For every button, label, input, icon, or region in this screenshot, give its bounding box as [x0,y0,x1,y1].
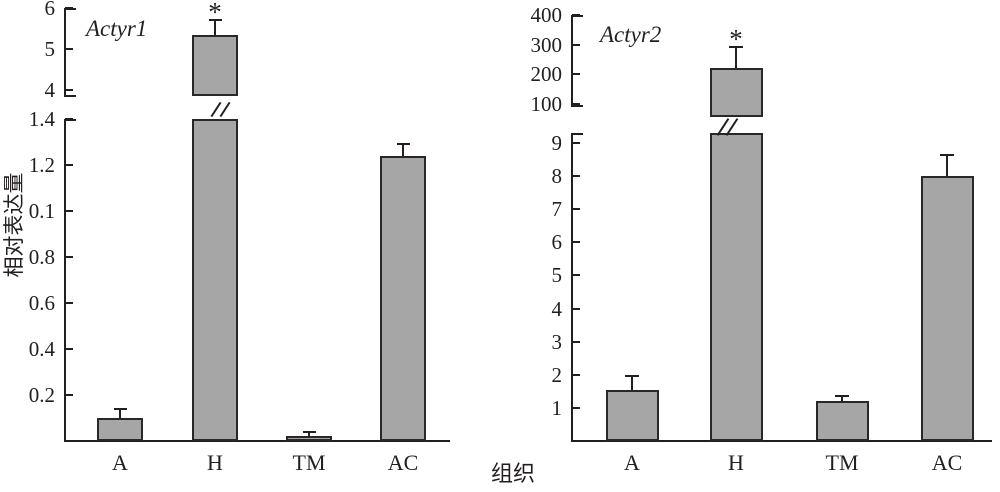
category-label: TM [825,450,859,475]
y-axis-tick-label: 0.2 [28,383,55,407]
category-label: TM [292,450,326,475]
x-axis-label: 组织 [490,461,535,486]
y-axis-tick-label: 200 [530,62,563,86]
bar-tm [286,436,332,441]
y-axis-upper-cap-top [65,8,76,10]
y-axis-lower-cap-top [65,119,76,121]
y-axis-tick [572,44,580,46]
y-axis-upper-cap-top [572,15,583,17]
y-axis-tick-label: 0.1 [28,199,55,223]
y-axis-tick [572,341,580,343]
y-axis-tick [572,73,580,75]
error-bar-cap [303,431,316,433]
y-axis-tick [572,208,580,210]
y-axis-tick-label: 9 [551,131,563,155]
y-axis-tick [65,256,73,258]
y-axis-tick [65,394,73,396]
y-axis-tick [572,374,580,376]
y-axis-upper-cap-bottom [572,105,583,107]
y-axis-tick [572,308,580,310]
y-axis-tick [572,175,580,177]
y-axis-tick-label: 4 [551,297,563,321]
bar-h-lower-segment [192,119,238,441]
y-axis-upper-segment [64,8,66,97]
x-axis-line [571,440,992,442]
error-bar-cap [397,143,410,145]
y-axis-tick-label: 4 [44,78,56,102]
x-axis-line [64,440,450,442]
error-bar-stem [841,396,843,403]
y-axis-tick-label: 0.4 [28,337,55,361]
bar-ac [921,176,974,441]
bar-h-lower-segment [710,133,763,441]
y-axis-tick-label: 5 [551,263,563,287]
y-axis-tick [572,14,580,16]
chart-title-actyr1: Actyr1 [86,16,148,41]
y-axis-tick-label: 1 [551,396,563,420]
y-axis-tick [65,302,73,304]
category-label: H [207,450,223,475]
category-label: A [112,450,128,475]
y-axis-lower-cap-top [572,133,583,135]
error-bar-cap [940,154,954,156]
bar-tm [816,401,869,441]
error-bar-stem [735,47,737,70]
error-bar-stem [308,432,310,439]
y-axis-tick-label: 7 [551,197,563,221]
axis-break-mark [219,101,231,118]
y-axis-tick-label: 0.8 [28,245,55,269]
bar-h-upper-segment [192,35,238,96]
error-bar-cap [835,395,849,397]
error-bar-stem [402,144,404,158]
category-label: AC [931,450,963,475]
y-axis-tick [65,48,73,50]
y-axis-tick [572,142,580,144]
error-bar-cap [729,46,743,48]
y-axis-tick [572,241,580,243]
y-axis-tick-label: 2 [551,363,563,387]
bar-a [97,418,143,441]
y-axis-tick [65,348,73,350]
y-axis-upper-segment [571,15,573,107]
y-axis-tick [65,118,73,120]
bar-ac [380,156,426,441]
y-axis-lower-segment [64,119,66,441]
category-label: AC [387,450,419,475]
error-bar-stem [214,20,216,36]
category-label: A [624,450,640,475]
y-axis-tick-label: 6 [44,0,56,20]
y-axis-tick-label: 6 [551,230,563,254]
y-axis-tick-label: 5 [44,37,56,61]
y-axis-tick-label: 3 [551,330,563,354]
y-axis-tick [65,164,73,166]
y-axis-tick-label: 0.6 [28,291,55,315]
y-axis-upper-cap-bottom [65,95,76,97]
significance-asterisk: * [208,0,222,27]
y-axis-tick-label: 100 [530,92,563,116]
y-axis-tick [572,407,580,409]
y-axis-tick-label: 1.4 [28,107,55,131]
y-axis-tick [572,274,580,276]
y-axis-tick-label: 400 [530,3,563,27]
bar-h-upper-segment [710,68,763,117]
bar-a [606,390,659,441]
y-axis-tick-label: 300 [530,33,563,57]
y-axis-tick-label: 1.2 [28,153,55,177]
y-axis-tick [65,7,73,9]
error-bar-stem [631,376,633,391]
y-axis-lower-segment [571,133,573,441]
significance-asterisk: * [729,24,743,54]
error-bar-cap [114,408,127,410]
error-bar-cap [209,19,222,21]
y-axis-tick [65,89,73,91]
y-axis-tick-label: 8 [551,164,563,188]
category-label: H [728,450,744,475]
chart-title-actyr2: Actyr2 [600,22,662,47]
y-axis-tick [572,103,580,105]
error-bar-stem [946,155,948,179]
error-bar-cap [625,375,639,377]
y-axis-tick [65,210,73,212]
error-bar-stem [119,409,121,420]
